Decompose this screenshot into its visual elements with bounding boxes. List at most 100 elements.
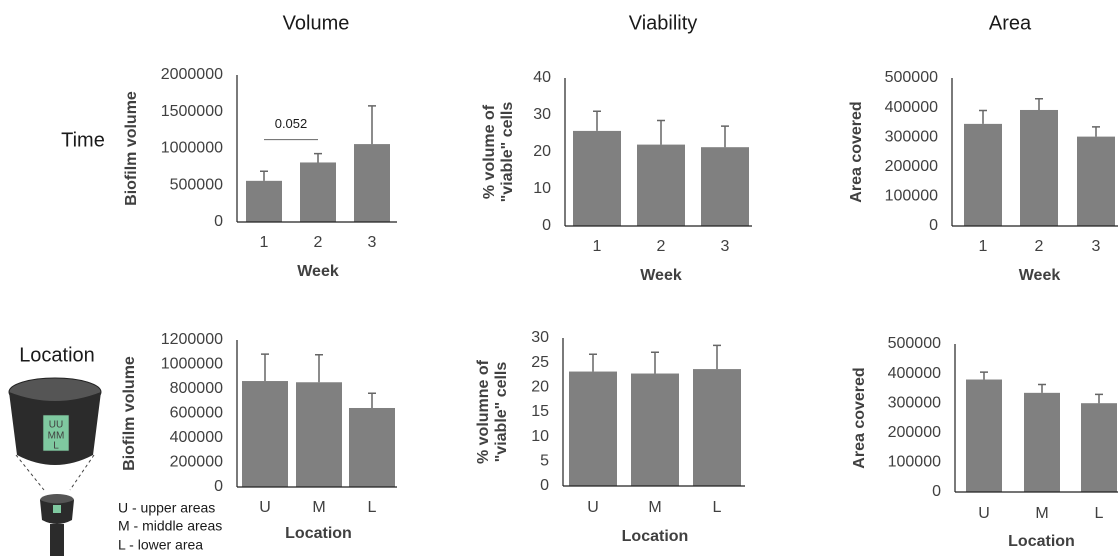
column-title: Area <box>989 12 1032 34</box>
y-tick-label: 20 <box>531 379 549 396</box>
y-axis-label: "viable" cells <box>493 362 510 463</box>
error-bar <box>713 345 721 369</box>
error-bar <box>1038 385 1046 393</box>
y-tick-label: 400000 <box>888 365 941 382</box>
bar <box>701 147 749 226</box>
y-tick-label: 1000000 <box>161 140 223 157</box>
y-tick-label: 0 <box>540 477 549 494</box>
x-axis-label: Location <box>285 525 352 542</box>
x-axis-label: Week <box>1019 267 1061 284</box>
error-bar <box>979 111 987 124</box>
error-bar <box>261 354 269 381</box>
error-bar <box>314 154 322 163</box>
y-tick-label: 400000 <box>885 99 938 116</box>
error-bar <box>260 171 268 181</box>
y-tick-label: 600000 <box>170 405 223 422</box>
x-tick-label: 3 <box>1092 238 1101 255</box>
y-tick-label: 800000 <box>170 380 223 397</box>
x-axis-label: Location <box>622 528 689 545</box>
legend-note: M - middle areas <box>118 518 222 534</box>
y-tick-label: 500000 <box>885 69 938 86</box>
y-tick-label: 10 <box>531 428 549 445</box>
y-axis-label: Area covered <box>848 101 865 202</box>
bar <box>300 162 336 222</box>
x-tick-label: 1 <box>979 238 988 255</box>
device-illustration <box>9 378 101 556</box>
y-axis-label: % volumne of <box>475 359 492 464</box>
device-label: L <box>53 441 59 452</box>
y-tick-label: 30 <box>531 329 549 346</box>
y-tick-label: 20 <box>533 143 551 160</box>
error-bar <box>651 352 659 373</box>
error-bar <box>315 355 323 383</box>
error-bar <box>593 111 601 131</box>
y-tick-label: 2000000 <box>161 66 223 83</box>
y-axis-label: "viable" cells <box>499 102 516 203</box>
y-tick-label: 10 <box>533 180 551 197</box>
bar <box>964 124 1002 226</box>
figure: Volume Viability Area Time Location UU M… <box>0 0 1118 556</box>
bar <box>349 408 395 487</box>
error-bar <box>368 106 376 144</box>
legend-note: U - upper areas <box>118 500 215 516</box>
y-tick-label: 15 <box>531 403 549 420</box>
x-tick-label: U <box>978 505 990 522</box>
bar <box>354 144 390 222</box>
x-axis-label: Location <box>1008 533 1075 550</box>
bar <box>1077 137 1115 226</box>
x-tick-label: 3 <box>721 238 730 255</box>
y-tick-label: 200000 <box>170 454 223 471</box>
y-tick-label: 30 <box>533 106 551 123</box>
x-axis-label: Week <box>297 263 339 280</box>
bar <box>569 372 617 486</box>
x-tick-label: 3 <box>368 234 377 251</box>
annotation: 0.052 <box>275 116 308 131</box>
bar <box>246 181 282 222</box>
y-tick-label: 300000 <box>888 394 941 411</box>
y-tick-label: 0 <box>542 217 551 234</box>
x-tick-label: M <box>1035 505 1048 522</box>
y-tick-label: 1200000 <box>161 331 223 348</box>
x-tick-label: 2 <box>657 238 666 255</box>
y-tick-label: 200000 <box>888 424 941 441</box>
x-tick-label: M <box>312 499 325 516</box>
y-axis-label: % volume of <box>481 104 498 199</box>
bar <box>1081 403 1117 492</box>
x-tick-label: 1 <box>260 234 269 251</box>
error-bar <box>657 121 665 145</box>
device-label: UU <box>49 420 63 431</box>
y-tick-label: 100000 <box>888 454 941 471</box>
x-tick-label: U <box>587 499 599 516</box>
legend-note: L - lower area <box>118 537 203 553</box>
y-tick-label: 25 <box>531 354 549 371</box>
y-tick-label: 300000 <box>885 128 938 145</box>
x-tick-label: U <box>259 499 271 516</box>
y-tick-label: 500000 <box>170 176 223 193</box>
y-axis-label: Area covered <box>851 367 868 468</box>
bar <box>693 369 741 486</box>
error-bar <box>1095 394 1103 403</box>
y-tick-label: 0 <box>929 217 938 234</box>
bar <box>1024 393 1060 492</box>
bar <box>296 382 342 487</box>
y-axis-label: Biofilm volume <box>121 356 138 471</box>
bar <box>966 380 1002 492</box>
column-title: Volume <box>283 12 350 34</box>
error-bar <box>1035 99 1043 110</box>
error-bar <box>980 372 988 379</box>
y-tick-label: 1500000 <box>161 103 223 120</box>
x-tick-label: L <box>368 499 377 516</box>
y-tick-label: 0 <box>214 213 223 230</box>
x-tick-label: 1 <box>593 238 602 255</box>
y-axis-label: Biofilm volume <box>123 91 140 206</box>
bar <box>242 381 288 487</box>
bar <box>637 145 685 226</box>
x-tick-label: 2 <box>1035 238 1044 255</box>
y-tick-label: 0 <box>214 478 223 495</box>
x-tick-label: M <box>648 499 661 516</box>
y-tick-label: 5 <box>540 453 549 470</box>
column-title: Viability <box>629 12 698 34</box>
error-bar <box>368 393 376 408</box>
x-tick-label: 2 <box>314 234 323 251</box>
x-axis-label: Week <box>640 267 682 284</box>
